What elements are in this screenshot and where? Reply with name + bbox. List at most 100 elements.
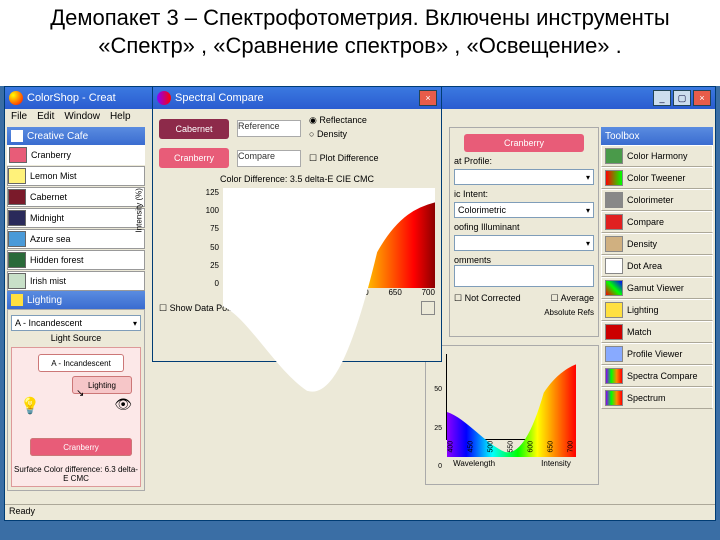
tool-icon	[605, 192, 623, 208]
spectrum-icon	[157, 91, 171, 105]
tool-label: Match	[627, 327, 652, 337]
tool-icon	[605, 346, 623, 362]
tool-row[interactable]: Compare	[601, 211, 713, 233]
statusbar: Ready	[5, 504, 715, 520]
tool-label: Lighting	[627, 305, 659, 315]
eye-glyph: 👁	[114, 396, 132, 413]
tool-icon	[605, 170, 623, 186]
tool-icon	[605, 214, 623, 230]
menu-file[interactable]: File	[11, 111, 27, 125]
tool-row[interactable]: Profile Viewer	[601, 343, 713, 365]
swatch-color	[8, 231, 26, 247]
lighting-header[interactable]: Lighting	[7, 291, 145, 309]
spectral-titlebar[interactable]: Spectral Compare ×	[153, 87, 441, 109]
menu-edit[interactable]: Edit	[37, 111, 54, 125]
illuminant-pill[interactable]: A - Incandescent	[38, 354, 124, 372]
tool-label: Compare	[627, 217, 664, 227]
tool-row[interactable]: Match	[601, 321, 713, 343]
minimize-button[interactable]: _	[653, 90, 671, 106]
tool-label: Gamut Viewer	[627, 283, 684, 293]
swatch-row[interactable]: Midnight	[7, 208, 145, 228]
intent-dropdown[interactable]: Colorimetric	[454, 202, 594, 218]
swatch-row[interactable]: Cabernet	[7, 187, 145, 207]
spectral-close-button[interactable]: ×	[419, 90, 437, 106]
compare-button[interactable]: Compare	[237, 150, 301, 167]
menu-help[interactable]: Help	[110, 111, 131, 125]
tool-row[interactable]: Density	[601, 233, 713, 255]
swatch-label: Cabernet	[30, 192, 144, 202]
swatch-list: Cranberry Lemon Mist Cabernet Midnight Azure…	[7, 145, 145, 291]
tool-icon	[605, 148, 623, 164]
swatch-label: Irish mist	[30, 276, 144, 286]
swatch-row[interactable]: Lemon Mist	[7, 166, 145, 186]
toolbox-header[interactable]: Toolbox	[601, 127, 713, 145]
lighting-panel: Lighting A - Incandescent Light Source A…	[7, 291, 145, 491]
spectral-compare-dialog: Spectral Compare × Cabernet Reference ◉ …	[152, 86, 442, 362]
tool-label: Dot Area	[627, 261, 662, 271]
palette-icon	[11, 130, 23, 142]
tool-icon	[605, 302, 623, 318]
tool-icon	[605, 258, 623, 274]
tool-row[interactable]: Color Harmony	[601, 145, 713, 167]
spectrum-chart: Intensity (%) 1251007550250	[159, 188, 435, 288]
lighting-title: Lighting	[27, 295, 62, 306]
comments-field[interactable]	[454, 265, 594, 287]
compare-sample-button[interactable]: Cranberry	[159, 148, 229, 168]
intensity-label: Intensity	[541, 459, 571, 468]
illum-dropdown[interactable]	[454, 235, 594, 251]
swatch-color	[8, 252, 26, 268]
tool-icon	[605, 324, 623, 340]
close-button[interactable]: ×	[693, 90, 711, 106]
comments-label: omments	[454, 255, 594, 265]
tool-row[interactable]: Gamut Viewer	[601, 277, 713, 299]
swatch-label: Azure sea	[30, 234, 144, 244]
intensity-chart: 7550250 400450500550600650700 Wavelength…	[425, 345, 599, 485]
tool-label: Density	[627, 239, 657, 249]
menu-window[interactable]: Window	[64, 111, 100, 125]
toolbox-title: Toolbox	[605, 131, 639, 142]
light-source-dropdown[interactable]: A - Incandescent	[11, 315, 141, 331]
swatch-row[interactable]: Cranberry	[7, 145, 145, 165]
average-check[interactable]: ☐ Average	[551, 293, 594, 304]
reference-button[interactable]: Reference	[237, 120, 301, 137]
sample-pill[interactable]: Cranberry	[30, 438, 132, 456]
intensity-plot	[446, 354, 576, 440]
swatch-color	[9, 147, 27, 163]
swatch-row[interactable]: Azure sea	[7, 229, 145, 249]
swatch-color	[8, 168, 26, 184]
bulb-glyph: 💡	[20, 396, 40, 416]
density-radio[interactable]: ○ Density	[309, 129, 367, 139]
wavelength-label: Wavelength	[453, 459, 495, 468]
plot-difference-check[interactable]: ☐ Plot Difference	[309, 153, 378, 164]
maximize-button[interactable]: ▢	[673, 90, 691, 106]
tool-row[interactable]: Spectrum	[601, 387, 713, 409]
swatch-row[interactable]: Hidden forest	[7, 250, 145, 270]
swatch-row[interactable]: Irish mist	[7, 271, 145, 291]
swatch-label: Midnight	[30, 213, 144, 223]
sample-button[interactable]: Cranberry	[464, 134, 584, 152]
not-corrected-check[interactable]: ☐ Not Corrected	[454, 293, 521, 304]
swatch-label: Lemon Mist	[30, 171, 144, 181]
tool-row[interactable]: Dot Area	[601, 255, 713, 277]
tool-list: Color HarmonyColor TweenerColorimeter Com…	[601, 145, 713, 409]
swatch-label: Cranberry	[31, 150, 143, 160]
toolbox-panel: Toolbox Color HarmonyColor TweenerColori…	[601, 127, 713, 409]
arrow-glyph: ↘	[76, 388, 84, 399]
tool-row[interactable]: Colorimeter	[601, 189, 713, 211]
creative-cafe-title: Creative Cafe	[27, 131, 88, 142]
tool-row[interactable]: Lighting	[601, 299, 713, 321]
swatch-color	[8, 210, 26, 226]
y-axis-label: Intensity (%)	[135, 188, 144, 232]
swatch-label: Hidden forest	[30, 255, 144, 265]
surface-label: Surface Color difference: 6.3 delta-E CM…	[12, 466, 140, 484]
light-source-label: Light Source	[11, 333, 141, 343]
tool-row[interactable]: Spectra Compare	[601, 365, 713, 387]
reference-sample-button[interactable]: Cabernet	[159, 119, 229, 139]
profile-label: at Profile:	[454, 156, 594, 166]
diff-title: Color Difference: 3.5 delta-E CIE CMC	[159, 174, 435, 184]
tool-row[interactable]: Color Tweener	[601, 167, 713, 189]
creative-cafe-header[interactable]: Creative Cafe	[7, 127, 145, 145]
profile-dropdown[interactable]	[454, 169, 594, 185]
reflectance-radio[interactable]: ◉ Reflectance	[309, 115, 367, 126]
tool-icon	[605, 368, 623, 384]
